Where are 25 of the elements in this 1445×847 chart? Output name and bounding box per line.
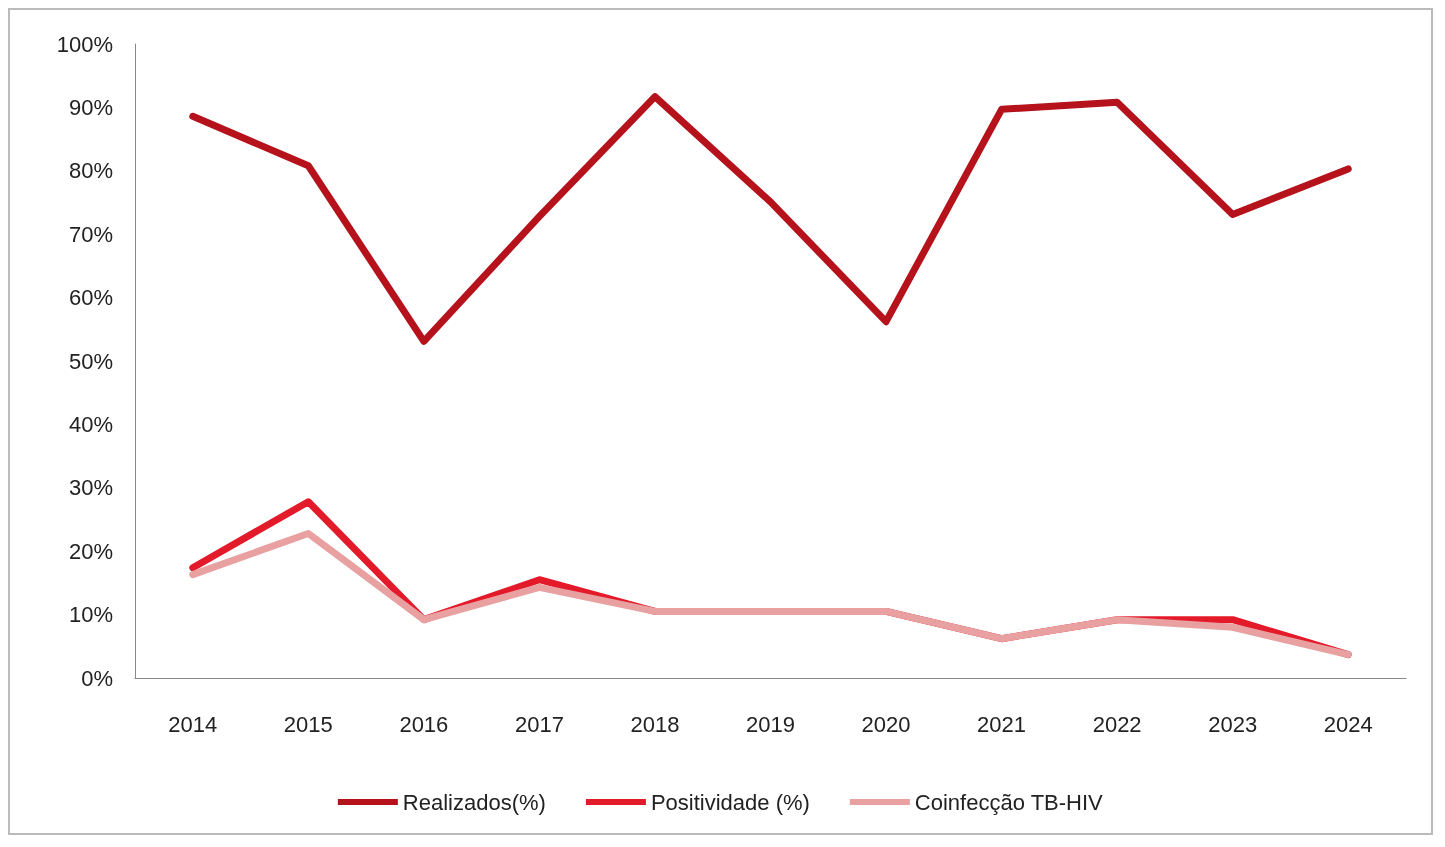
- x-tick-label: 2022: [1092, 711, 1142, 737]
- y-tick-label: 70%: [68, 221, 113, 247]
- y-tick-label: 90%: [68, 94, 113, 120]
- legend-label: Positividade (%): [650, 789, 810, 815]
- y-tick-label: 100%: [56, 31, 113, 57]
- y-tick-label: 60%: [68, 285, 113, 311]
- x-tick-label: 2014: [168, 711, 218, 737]
- x-tick-label: 2020: [861, 711, 911, 737]
- x-tick-label: 2021: [977, 711, 1027, 737]
- y-tick-label: 40%: [68, 411, 113, 437]
- x-tick-label: 2023: [1208, 711, 1258, 737]
- y-tick-label: 80%: [68, 158, 113, 184]
- x-tick-label: 2016: [399, 711, 449, 737]
- y-tick-label: 20%: [68, 538, 113, 564]
- x-tick-label: 2019: [746, 711, 795, 737]
- y-tick-label: 0%: [81, 665, 113, 691]
- x-tick-label: 2017: [514, 711, 564, 737]
- x-tick-label: 2018: [630, 711, 680, 737]
- legend-label: Coinfecção TB-HIV: [914, 789, 1104, 815]
- y-tick-label: 30%: [68, 475, 113, 501]
- x-tick-label: 2024: [1323, 711, 1373, 737]
- x-tick-label: 2015: [283, 711, 333, 737]
- legend-label: Realizados(%): [402, 789, 546, 815]
- y-tick-label: 10%: [68, 602, 113, 628]
- y-tick-label: 50%: [68, 348, 113, 374]
